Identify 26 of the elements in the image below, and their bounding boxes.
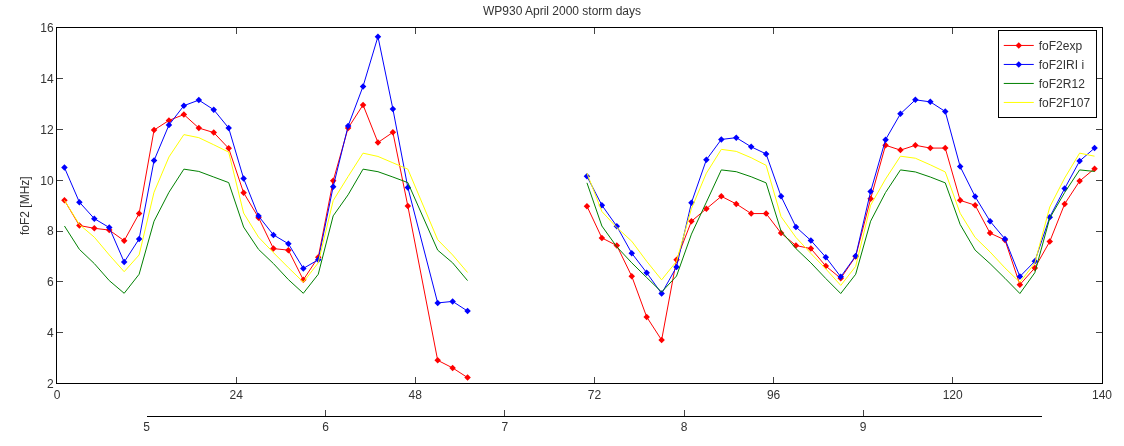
y-tick-label: 12 (40, 122, 54, 137)
y-tick-label: 14 (40, 71, 54, 86)
x-tick-label: 96 (766, 387, 781, 402)
x2-tick-label: 9 (859, 420, 867, 435)
y-tick-label: 16 (40, 21, 54, 36)
chart-title: WP930 April 2000 storm days (482, 4, 642, 19)
y-tick-label: 10 (40, 173, 54, 188)
legend-label: foF2exp (1038, 39, 1083, 54)
x2-tick-label: 8 (680, 420, 688, 435)
x-tick-label: 24 (229, 387, 244, 402)
y-axis-title: foF2 [MHz] (17, 176, 32, 236)
x2-tick-label: 6 (322, 420, 330, 435)
x2-tick-label: 5 (143, 420, 151, 435)
x-tick-label: 72 (587, 387, 602, 402)
x-tick-label: 140 (1091, 387, 1113, 402)
x-tick-label: 0 (53, 387, 61, 402)
x-tick-label: 120 (942, 387, 964, 402)
legend-label: foF2R12 (1038, 77, 1086, 92)
legend-label: foF2F107 (1038, 96, 1091, 111)
y-tick-label: 8 (46, 224, 54, 239)
legend-label: foF2IRI i (1038, 58, 1085, 73)
y-tick-label: 4 (46, 325, 54, 340)
y-tick-label: 6 (46, 275, 54, 290)
x2-tick-label: 7 (501, 420, 509, 435)
x-tick-label: 48 (408, 387, 423, 402)
y-tick-label: 2 (46, 376, 54, 391)
